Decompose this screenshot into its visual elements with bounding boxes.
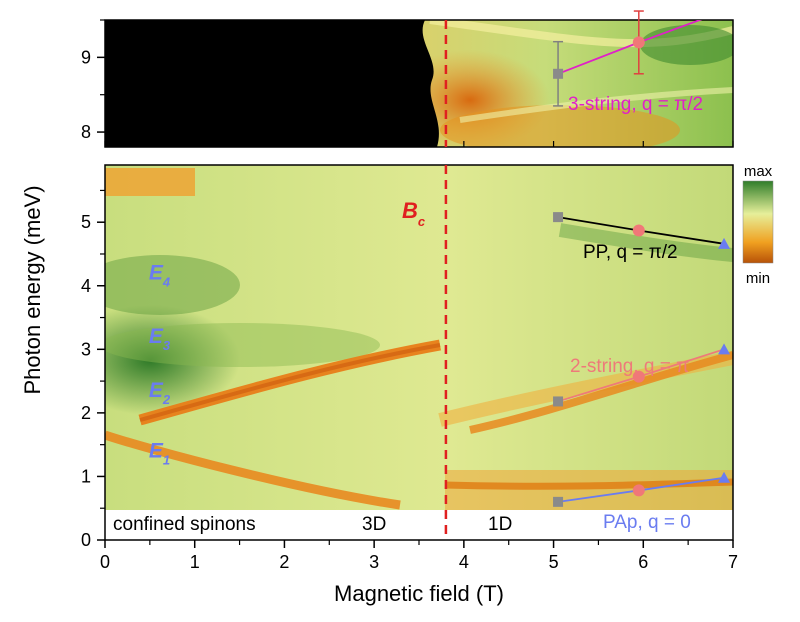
colorbar: max min: [742, 163, 774, 287]
data-point-triangle: [718, 343, 731, 355]
mode-label: E3: [149, 325, 171, 353]
mode-label: E4: [149, 261, 171, 289]
y-tick-label-bottom: 2: [81, 403, 91, 423]
y-tick-label-top: 8: [81, 122, 91, 142]
data-point-circle: [632, 484, 645, 497]
mode-label: E2: [149, 379, 171, 407]
data-point-circle: [632, 36, 645, 49]
colorbar-min-label: min: [746, 270, 770, 287]
y-tick-label-top: 9: [81, 47, 91, 67]
x-tick-label: 7: [728, 552, 738, 572]
x-tick-label: 5: [549, 552, 559, 572]
data-point-triangle: [718, 237, 731, 249]
series-2: 2-string, q = π: [553, 343, 731, 407]
series-layer: 3-string, q = π/2 PP, q = π/2 2-string, q …: [553, 10, 731, 533]
data-point-triangle: [718, 471, 731, 483]
series-3: PAp, q = 0: [553, 471, 731, 533]
y-axis-label: Photon energy (meV): [20, 185, 45, 394]
colorbar-gradient: [742, 180, 774, 264]
data-point-square: [553, 212, 564, 223]
series-label: PP, q = π/2: [583, 242, 678, 263]
x-tick-label: 1: [190, 552, 200, 572]
x-axis-label: Magnetic field (T): [334, 581, 504, 606]
y-tick-label-bottom: 4: [81, 276, 91, 296]
x-tick-label: 0: [100, 552, 110, 572]
y-tick-label-bottom: 3: [81, 339, 91, 359]
data-point-square: [553, 496, 564, 507]
y-tick-label-bottom: 0: [81, 530, 91, 550]
region-label-3d: 3D: [362, 514, 386, 535]
y-tick-label-bottom: 1: [81, 466, 91, 486]
x-tick-label: 6: [638, 552, 648, 572]
region-label-confined: confined spinons: [113, 514, 256, 535]
critical-field-label: Bc: [402, 198, 426, 229]
colorbar-max-label: max: [744, 163, 773, 180]
x-tick-label: 3: [369, 552, 379, 572]
series-1: PP, q = π/2: [553, 212, 731, 263]
x-tick-label: 2: [279, 552, 289, 572]
y-tick-label-bottom: 5: [81, 212, 91, 232]
series-0: 3-string, q = π/2: [553, 10, 703, 115]
bottom-heatmap: [105, 165, 733, 510]
mode-labels: E4 E3 E2 E1: [149, 261, 171, 467]
x-tick-label: 4: [459, 552, 469, 572]
mode-label: E1: [149, 439, 170, 467]
series-label: 3-string, q = π/2: [568, 94, 703, 115]
data-point-circle: [632, 224, 645, 237]
axis-ticks: 0 1 2 3 4 5 6 7 8 9 0 1 2 3 4 5: [81, 19, 738, 572]
data-point-circle: [632, 370, 645, 383]
region-label-1d: 1D: [488, 514, 512, 535]
top-plot-frame: [104, 19, 734, 148]
series-label: PAp, q = 0: [603, 512, 691, 533]
top-heatmap: [105, 20, 733, 147]
data-point-square: [553, 396, 564, 407]
data-point-square: [553, 68, 564, 79]
series-label: 2-string, q = π: [570, 356, 689, 377]
